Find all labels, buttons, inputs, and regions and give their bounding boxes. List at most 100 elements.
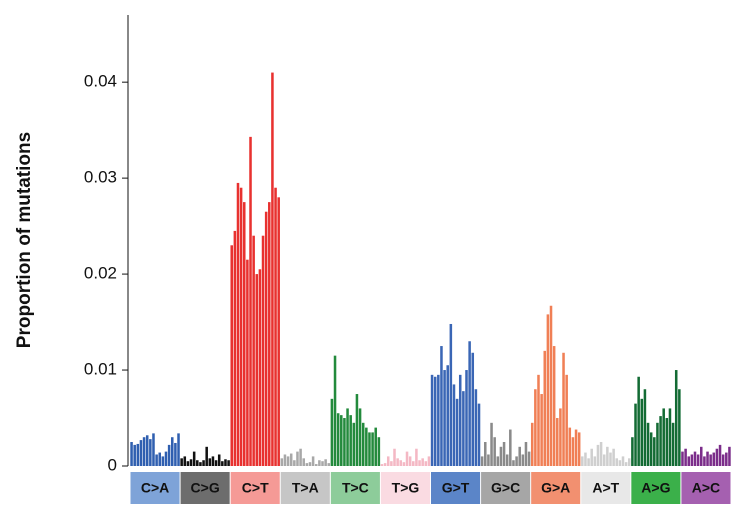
- bar: [696, 454, 700, 466]
- bar: [377, 437, 381, 466]
- bar: [480, 456, 484, 466]
- bar: [556, 418, 559, 466]
- bar: [455, 398, 459, 466]
- bar: [239, 187, 243, 467]
- bar: [631, 437, 634, 466]
- bar: [246, 259, 249, 466]
- bar: [440, 346, 443, 466]
- bar: [671, 422, 675, 466]
- bar: [196, 460, 199, 466]
- bar: [477, 403, 481, 466]
- bar: [640, 398, 644, 466]
- bar: [606, 446, 609, 466]
- bar: [274, 187, 277, 467]
- bar: [690, 454, 694, 466]
- bar: [374, 427, 377, 466]
- bar: [336, 413, 340, 466]
- bar: [430, 374, 434, 466]
- bar: [465, 370, 468, 466]
- bar: [346, 408, 349, 466]
- bar: [296, 451, 299, 466]
- bar: [308, 462, 312, 466]
- bar: [161, 456, 165, 466]
- bar: [559, 408, 562, 466]
- bar: [186, 461, 190, 466]
- bar: [628, 458, 631, 466]
- bar: [527, 451, 531, 466]
- bar: [718, 444, 722, 466]
- bar: [715, 448, 719, 466]
- bar: [499, 446, 503, 466]
- bar: [612, 448, 615, 466]
- bar: [242, 202, 246, 467]
- group-label-box: [330, 472, 380, 504]
- bar: [653, 437, 656, 466]
- group-label-box: [180, 472, 230, 504]
- bar: [693, 451, 697, 466]
- bar: [355, 394, 359, 466]
- bar: [340, 415, 343, 466]
- bar: [236, 182, 240, 466]
- bar: [152, 433, 155, 466]
- bar: [471, 352, 475, 466]
- bar: [502, 442, 506, 466]
- bar: [158, 452, 162, 466]
- group-label-box: [581, 472, 631, 504]
- group-label: G>A: [541, 480, 570, 496]
- bar: [321, 461, 324, 466]
- bar: [590, 448, 593, 466]
- bar: [192, 451, 196, 466]
- bar: [314, 464, 318, 466]
- bar: [490, 422, 493, 466]
- bar: [180, 458, 183, 466]
- bar: [596, 444, 600, 466]
- bar: [202, 460, 205, 466]
- group-label-box: [431, 472, 481, 504]
- group-label: G>C: [491, 480, 520, 496]
- bar: [637, 376, 640, 466]
- bar: [402, 462, 406, 466]
- bar: [217, 454, 221, 466]
- bar: [418, 460, 421, 466]
- bar: [662, 408, 665, 466]
- bar: [703, 456, 706, 466]
- bar: [289, 453, 293, 466]
- bar: [408, 456, 412, 466]
- bar: [233, 230, 237, 466]
- bar: [170, 437, 174, 466]
- bar: [399, 460, 403, 466]
- bar: [280, 458, 284, 466]
- bar: [728, 446, 731, 466]
- bar: [130, 442, 133, 466]
- bar: [493, 437, 496, 466]
- bar: [721, 454, 725, 466]
- bar: [183, 456, 187, 466]
- bar: [684, 448, 687, 466]
- bar: [405, 451, 409, 466]
- bar: [530, 422, 534, 466]
- group-label: T>C: [342, 480, 369, 496]
- bar: [602, 454, 606, 466]
- bar: [205, 446, 208, 466]
- bar: [286, 456, 290, 466]
- group-label-box: [681, 472, 731, 504]
- bar: [643, 389, 647, 466]
- bar: [665, 418, 669, 466]
- bar: [462, 391, 465, 466]
- bar: [327, 463, 331, 466]
- bar: [343, 418, 346, 466]
- bar: [562, 352, 565, 466]
- bar: [133, 444, 136, 466]
- group-label: A>C: [692, 480, 720, 496]
- bar: [224, 459, 227, 466]
- bar: [649, 432, 653, 466]
- bar: [164, 451, 168, 466]
- group-label: G>T: [442, 480, 470, 496]
- bar: [293, 460, 296, 466]
- bar: [512, 460, 515, 466]
- bar: [412, 461, 415, 466]
- bar: [681, 451, 684, 466]
- bar: [358, 408, 362, 466]
- bar: [368, 432, 371, 466]
